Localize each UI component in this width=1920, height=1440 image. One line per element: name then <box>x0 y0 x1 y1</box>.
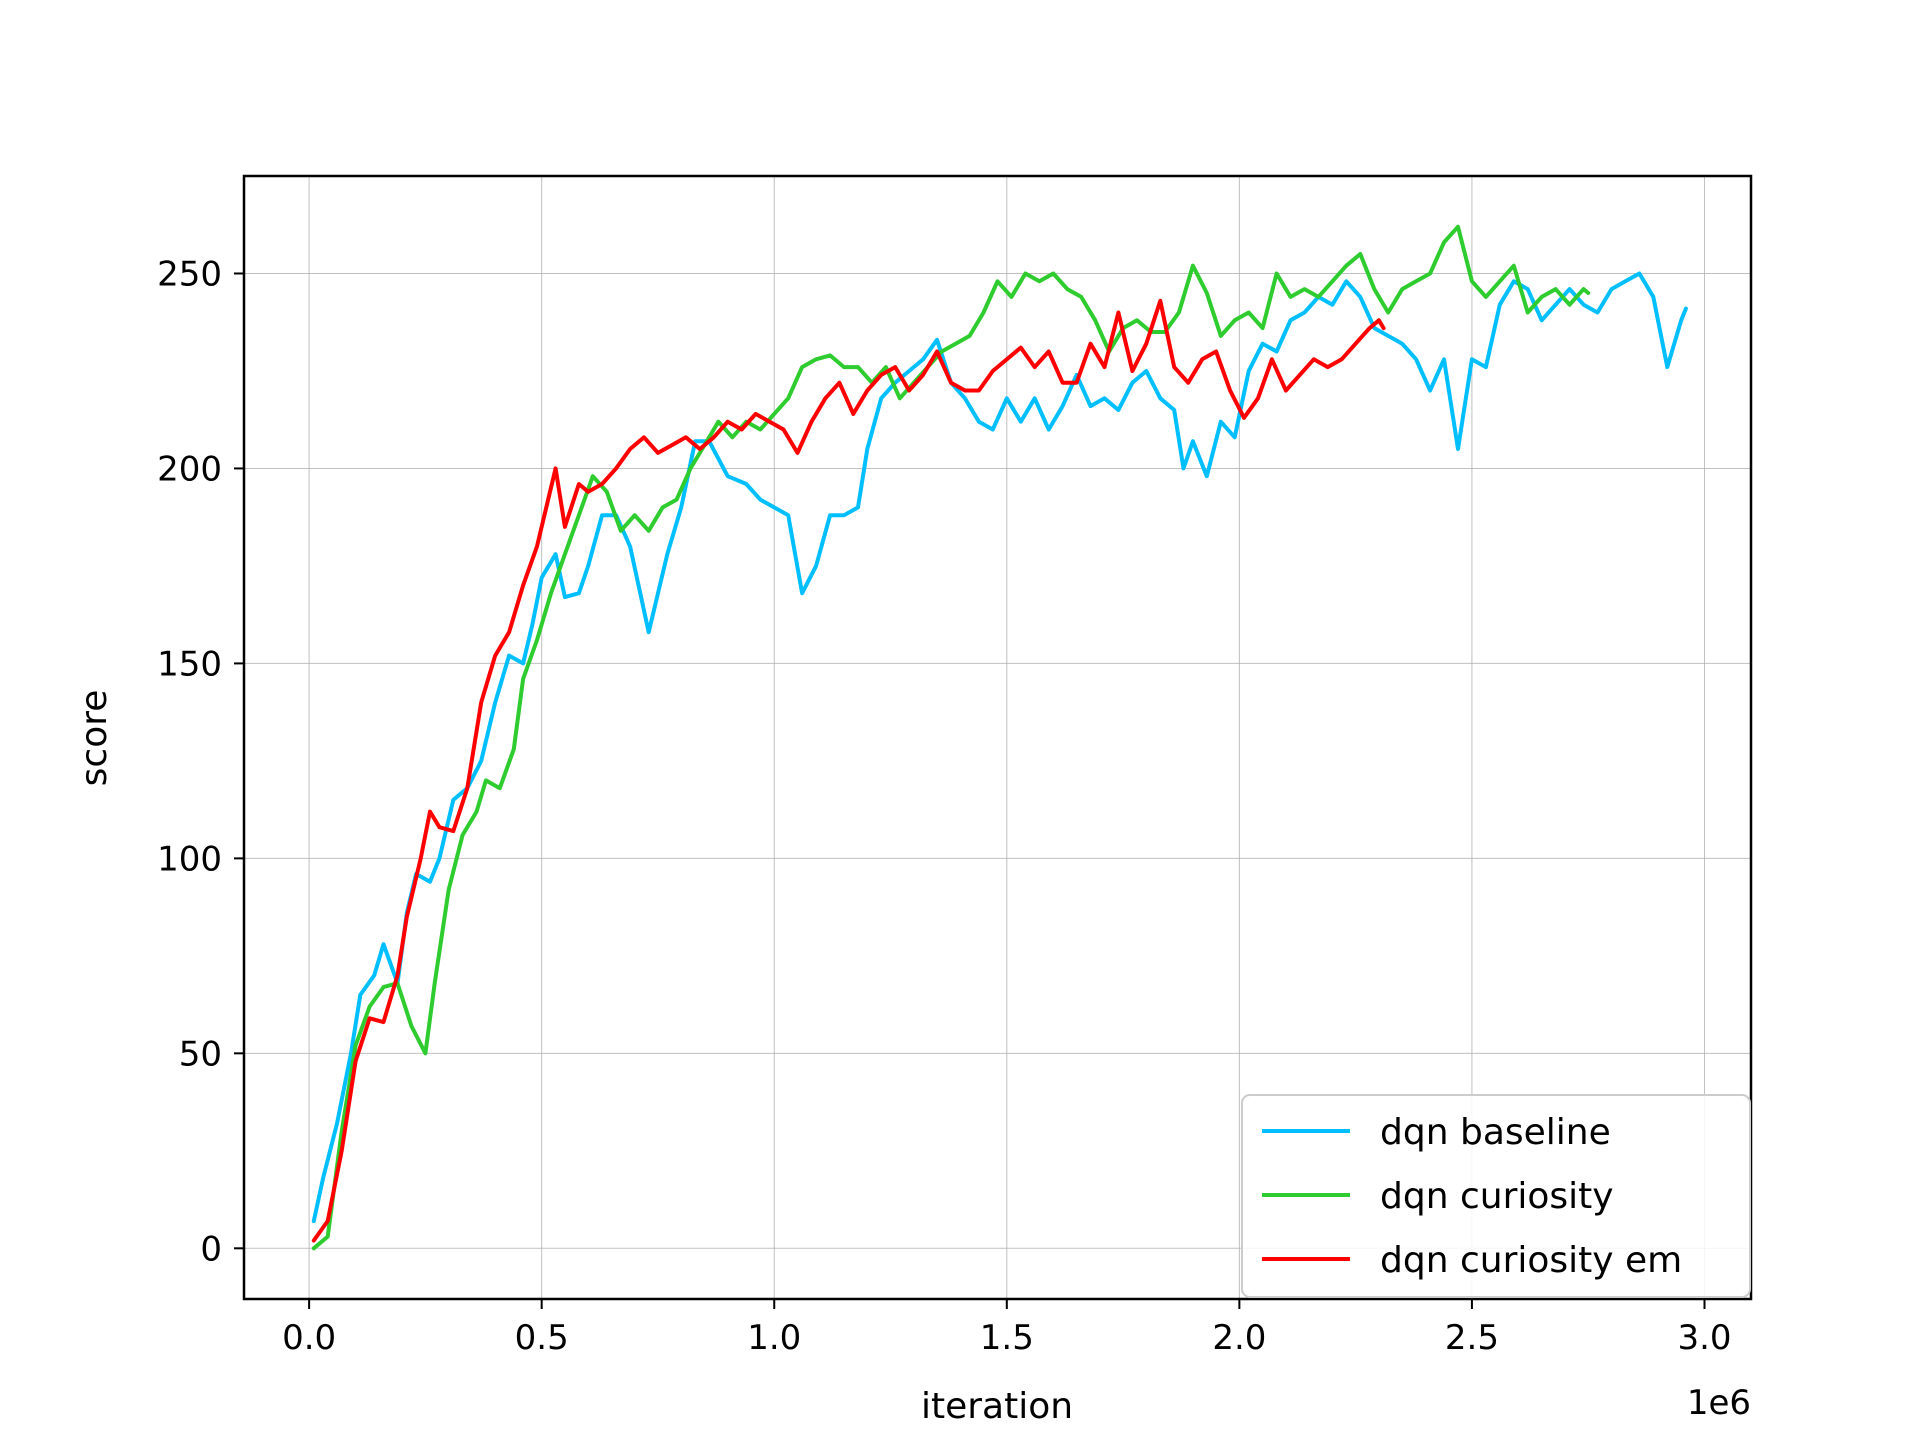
y-tick-label: 150 <box>157 644 222 684</box>
x-tick-label: 1.5 <box>980 1318 1034 1358</box>
legend: dqn baseline dqn curiosity dqn curiosity e… <box>1241 1094 1751 1298</box>
legend-label: dqn curiosity em <box>1380 1240 1682 1281</box>
y-tick-label: 250 <box>157 254 222 294</box>
series-line-dqn-baseline <box>311 271 1688 1223</box>
series-line-dqn-curiosity <box>311 224 1591 1251</box>
y-tick-label: 200 <box>157 449 222 489</box>
y-tick-label: 0 <box>200 1229 222 1269</box>
x-tick-label: 0.5 <box>515 1318 569 1358</box>
y-tick-label: 100 <box>157 839 222 879</box>
x-tick-label: 3.0 <box>1677 1318 1731 1358</box>
series-line-dqn-curiosity-em <box>311 298 1386 1243</box>
legend-label: dqn curiosity <box>1380 1176 1614 1217</box>
legend-box <box>1241 1094 1751 1298</box>
y-axis-label: score <box>74 690 115 787</box>
y-tick-label: 50 <box>179 1034 222 1074</box>
x-tick-label: 1.0 <box>747 1318 801 1358</box>
x-tick-label: 0.0 <box>282 1318 336 1358</box>
axis-ticks: 0.0 0.5 1.0 1.5 2.0 2.5 3.0 0 50 100 150 200 250 <box>157 254 1731 1358</box>
plot-frame <box>242 174 1753 1301</box>
x-axis-offset-text: 1e6 <box>1687 1383 1751 1423</box>
x-axis-label: iteration <box>921 1386 1073 1427</box>
grid-lines <box>244 176 1751 1299</box>
x-tick-label: 2.5 <box>1445 1318 1499 1358</box>
series-lines <box>311 224 1688 1251</box>
legend-label: dqn baseline <box>1380 1112 1611 1153</box>
x-tick-label: 2.0 <box>1212 1318 1266 1358</box>
